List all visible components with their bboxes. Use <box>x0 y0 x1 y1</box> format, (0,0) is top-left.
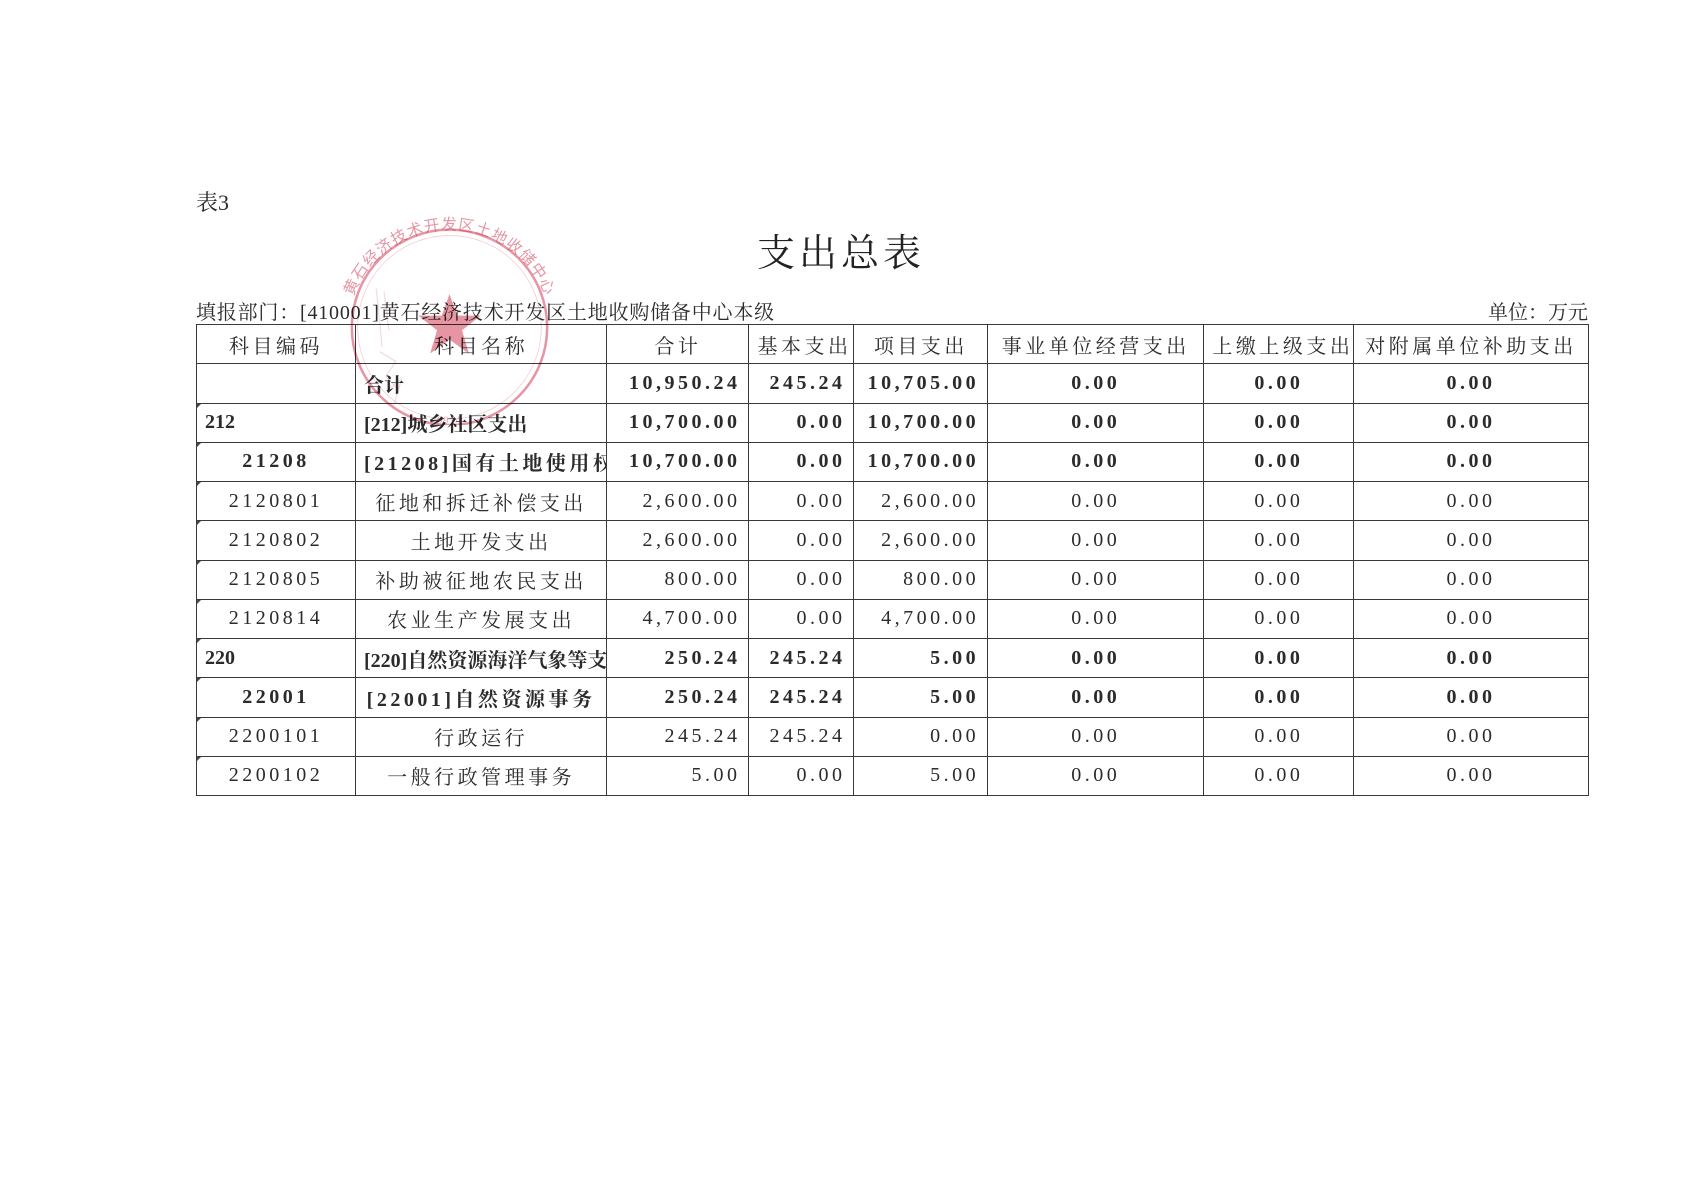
svg-text:黄石经济技术开发区土地收储中心: 黄石经济技术开发区土地收储中心 <box>340 216 558 298</box>
svg-text:0914: 0914 <box>436 414 462 425</box>
